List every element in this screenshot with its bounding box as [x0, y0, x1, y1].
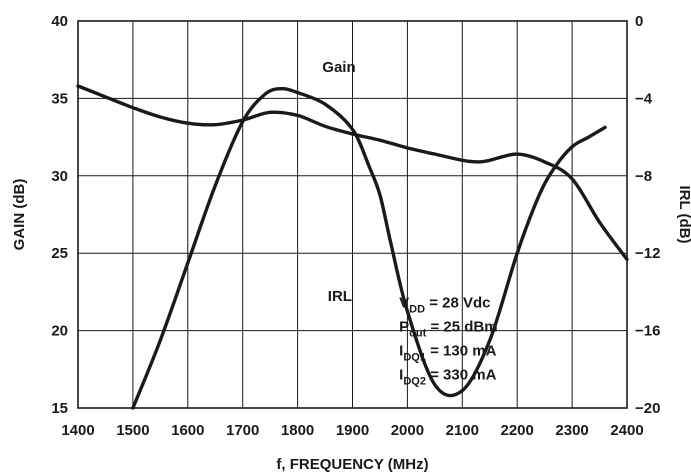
x-tick-label: 1400 [61, 422, 94, 439]
left-y-axis-title: GAIN (dB) [11, 179, 28, 251]
y-tick-label: 20 [51, 323, 68, 340]
x-tick-label: 1700 [226, 422, 259, 439]
y-tick-label: 35 [51, 90, 68, 107]
right-y-axis-ticks: −20 −16 −12 −8 −4 0 [635, 13, 660, 417]
condition-line: IDQ1 = 130 mA [399, 342, 496, 363]
x-axis-title: f, FREQUENCY (MHz) [276, 456, 428, 473]
condition-line: VDD = 28 Vdc [399, 294, 490, 315]
x-tick-label: 1800 [281, 422, 314, 439]
y-tick-label: 15 [51, 400, 68, 417]
gain-curve-label: Gain [322, 59, 355, 76]
x-tick-label: 2200 [501, 422, 534, 439]
y2-tick-label: −16 [635, 323, 660, 340]
right-y-axis-title: IRL (dB) [676, 185, 691, 243]
y2-tick-label: −4 [635, 90, 653, 107]
x-tick-label: 1500 [116, 422, 149, 439]
irl-curve [131, 86, 607, 410]
x-tick-label: 2000 [391, 422, 424, 439]
y-tick-label: 25 [51, 245, 68, 262]
y-tick-label: 30 [51, 168, 68, 185]
x-tick-label: 1900 [336, 422, 369, 439]
gain-curve [76, 84, 629, 262]
x-tick-label: 1600 [171, 422, 204, 439]
condition-line: Pout = 25 dBm [399, 318, 497, 339]
test-conditions-annotation: VDD = 28 Vdc Pout = 25 dBm IDQ1 = 130 mA ID… [399, 294, 497, 387]
x-tick-label: 2400 [610, 422, 643, 439]
y2-tick-label: −12 [635, 245, 660, 262]
series-lines [76, 84, 629, 410]
x-tick-label: 2300 [555, 422, 588, 439]
x-tick-label: 2100 [446, 422, 479, 439]
plot-frame [77, 20, 628, 409]
y-tick-label: 40 [51, 13, 68, 30]
condition-line: IDQ2 = 330 mA [399, 366, 496, 387]
irl-curve-label: IRL [328, 288, 352, 305]
y2-tick-label: −20 [635, 400, 660, 417]
x-axis-ticks: 1400 1500 1600 1700 1800 1900 2000 2100 2200 2300… [61, 422, 643, 439]
left-y-axis-ticks: 15 20 25 30 35 40 [51, 13, 68, 417]
y2-tick-label: 0 [635, 13, 643, 30]
y2-tick-label: −8 [635, 168, 652, 185]
grid [77, 20, 628, 409]
